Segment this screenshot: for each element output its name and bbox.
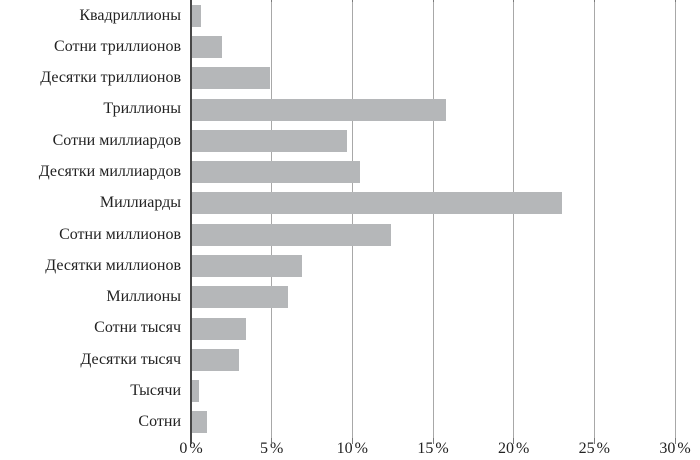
gridline bbox=[593, 0, 595, 438]
category-label: Десятки тысяч bbox=[80, 350, 181, 368]
bar bbox=[191, 35, 222, 58]
bar bbox=[191, 4, 201, 27]
bar bbox=[191, 223, 392, 246]
x-tick-label: 0 % bbox=[179, 440, 203, 457]
category-label: Десятки миллионов bbox=[45, 256, 181, 274]
x-axis-tick bbox=[593, 438, 595, 444]
gridline bbox=[432, 0, 434, 438]
x-tick-label: 5 % bbox=[259, 440, 284, 457]
gridline bbox=[271, 0, 273, 438]
x-tick-label: 25 % bbox=[578, 440, 610, 457]
category-label: Десятки миллиардов bbox=[38, 163, 181, 181]
category-label: Миллиарды bbox=[99, 194, 181, 212]
bar bbox=[191, 192, 563, 215]
bar bbox=[191, 380, 200, 403]
bar bbox=[191, 161, 361, 184]
gridline bbox=[351, 0, 353, 438]
category-label: Десятки триллионов bbox=[40, 69, 181, 87]
gridline bbox=[513, 0, 515, 438]
x-axis-tick bbox=[351, 0, 353, 2]
category-label: Миллионы bbox=[106, 288, 181, 306]
x-tick-label: 30 % bbox=[659, 440, 691, 457]
x-tick-label: 10 % bbox=[336, 440, 368, 457]
category-label: Сотни миллионов bbox=[59, 225, 181, 243]
x-axis-tick bbox=[432, 438, 434, 444]
category-label: Сотни bbox=[138, 413, 181, 431]
x-axis-tick bbox=[271, 438, 273, 444]
bar bbox=[191, 98, 446, 121]
x-axis-tick bbox=[674, 438, 676, 444]
x-axis-tick bbox=[513, 438, 515, 444]
y-axis-line bbox=[190, 0, 192, 444]
x-axis-tick bbox=[271, 0, 273, 2]
plot-area bbox=[190, 0, 676, 444]
x-axis-tick bbox=[674, 0, 676, 2]
x-axis-tick bbox=[593, 0, 595, 2]
category-label: Сотни триллионов bbox=[54, 37, 181, 55]
bar bbox=[191, 286, 288, 309]
gridline bbox=[674, 0, 676, 438]
bar bbox=[191, 129, 348, 152]
category-label: Тысячи bbox=[130, 382, 181, 400]
category-label: Сотни тысяч bbox=[94, 319, 181, 337]
x-axis-tick bbox=[351, 438, 353, 444]
x-axis-tick bbox=[513, 0, 515, 2]
category-label: Квадриллионы bbox=[79, 6, 181, 24]
bar bbox=[191, 67, 271, 90]
category-label: Сотни миллиардов bbox=[52, 131, 181, 149]
x-axis: 0 % 5 % 10 % 15 % 20 % 25 % 30 % bbox=[179, 440, 690, 460]
bar bbox=[191, 317, 246, 340]
bar bbox=[191, 411, 208, 434]
x-axis-tick bbox=[432, 0, 434, 2]
x-tick-label: 15 % bbox=[417, 440, 449, 457]
category-label: Триллионы bbox=[103, 100, 181, 118]
category-labels-column: Квадриллионы Сотни триллионов Десятки трил… bbox=[0, 0, 183, 438]
bar bbox=[191, 348, 240, 371]
x-tick-label: 20 % bbox=[497, 440, 530, 457]
bar bbox=[191, 254, 303, 277]
